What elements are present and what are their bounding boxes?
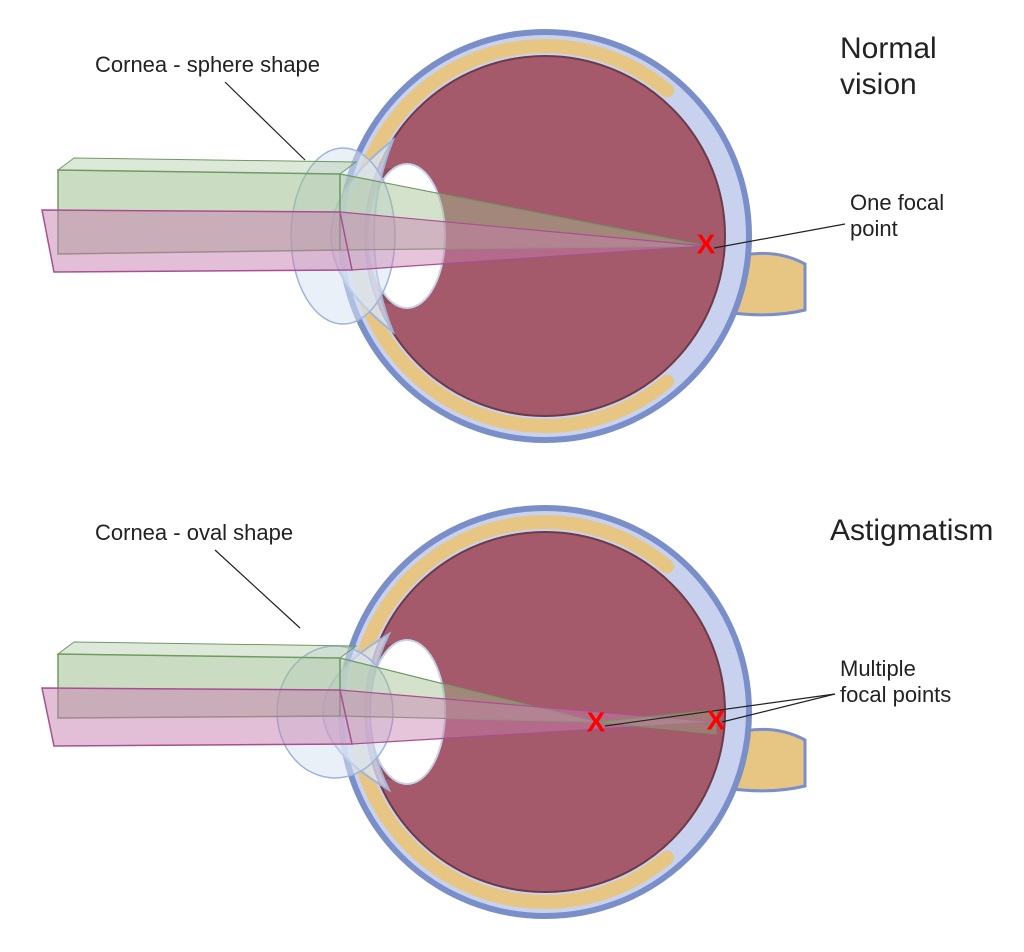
focal-label: focal points (840, 682, 951, 707)
callout-line (225, 82, 305, 160)
cornea-label: Cornea - oval shape (95, 520, 293, 545)
focal-point-marker: X (707, 704, 726, 735)
title-normal: Normal (840, 32, 937, 65)
focal-point-marker: X (587, 706, 606, 737)
focal-point-marker: X (697, 228, 716, 259)
focal-label: One focal (850, 190, 944, 215)
focal-label: Multiple (840, 656, 916, 681)
astigmatism-diagram: Normalvision Cornea - sphere shape One foc… (0, 0, 1024, 952)
callout-line (215, 550, 300, 628)
cornea-label: Cornea - sphere shape (95, 52, 320, 77)
title-astigmatism: Astigmatism (830, 514, 993, 547)
focal-label: point (850, 216, 898, 241)
title-normal: vision (840, 68, 917, 101)
